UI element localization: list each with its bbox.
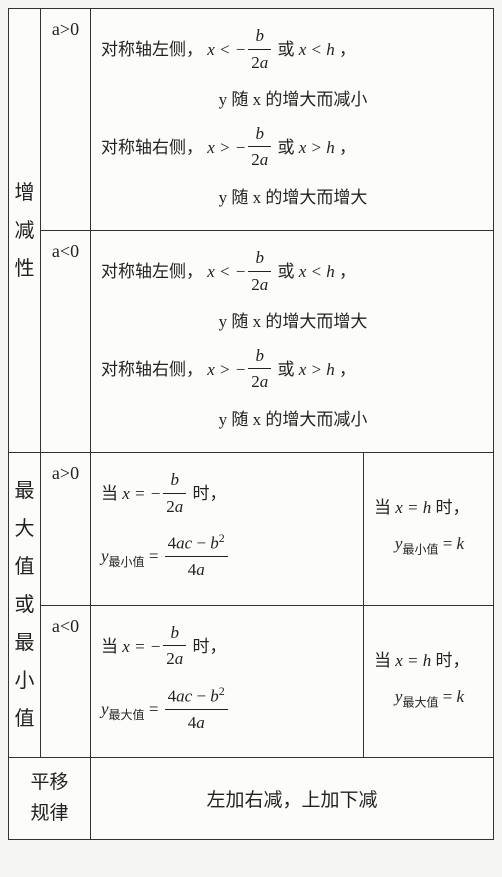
- line: 对称轴右侧， x > −b2a 或 x > h ，: [101, 345, 485, 397]
- fraction: b2a: [248, 245, 271, 297]
- cond-cell: a<0: [41, 605, 91, 758]
- content-cell-right: 当 x = h 时， y最大值 = k: [364, 605, 494, 758]
- or: 或: [278, 40, 295, 59]
- line: y最小值 = k: [374, 531, 485, 558]
- shift-label-line2: 规律: [30, 803, 68, 824]
- fraction: b2a: [163, 620, 186, 672]
- prefix: 对称轴左侧，: [101, 40, 203, 59]
- line: 当 x = h 时，: [374, 648, 485, 674]
- equals: =: [443, 534, 457, 553]
- line: 当 x = −b2a 时，: [101, 469, 355, 521]
- fraction: 4ac − b24a: [165, 529, 228, 583]
- line: y最大值 = 4ac − b24a: [101, 684, 355, 738]
- when: 当: [374, 651, 391, 670]
- row-label-extrema: 最大值或最小值: [9, 453, 41, 758]
- fraction: b2a: [163, 467, 186, 519]
- when: 当: [374, 498, 391, 517]
- line: 当 x = −b2a 时，: [101, 622, 355, 674]
- math-expr: y: [101, 699, 109, 718]
- math-expr: x > −: [207, 359, 246, 378]
- shift-text: 左加右减，上加下减: [206, 790, 377, 811]
- math-expr: x < h: [299, 40, 339, 59]
- math-expr: x < −: [207, 262, 246, 281]
- line: y 随 x 的增大而减小: [101, 87, 485, 113]
- when-suffix: 时，: [193, 637, 227, 656]
- cond-text: a>0: [52, 463, 79, 483]
- cond-text: a<0: [52, 241, 79, 261]
- equals: =: [443, 687, 457, 706]
- fraction: b2a: [248, 121, 271, 173]
- shift-label-line1: 平移: [30, 772, 68, 793]
- line: 对称轴右侧， x > −b2a 或 x > h ，: [101, 123, 485, 175]
- math-expr: k: [457, 687, 465, 706]
- subscript: 最小值: [402, 542, 438, 556]
- cond-cell: a<0: [41, 231, 91, 453]
- math-expr: y: [101, 547, 109, 566]
- line: y 随 x 的增大而减小: [101, 407, 485, 433]
- when-suffix: 时，: [193, 484, 227, 503]
- math-expr: x < h: [299, 262, 339, 281]
- or: 或: [278, 137, 295, 156]
- table: 增减性 a>0 对称轴左侧， x < −b2a 或 x < h ， y 随 x …: [8, 8, 494, 840]
- content-cell: 对称轴左侧， x < −b2a 或 x < h ， y 随 x 的增大而减小 对…: [91, 9, 494, 231]
- math-expr: x > h: [299, 359, 339, 378]
- math-expr: x = h: [395, 498, 435, 517]
- table-row: 平移 规律 左加右减，上加下减: [9, 758, 494, 840]
- equals: =: [149, 547, 163, 566]
- row-label-shift: 平移 规律: [9, 758, 91, 840]
- math-expr: x > −: [207, 137, 246, 156]
- content-cell: 对称轴左侧， x < −b2a 或 x < h ， y 随 x 的增大而增大 对…: [91, 231, 494, 453]
- subscript: 最大值: [109, 708, 145, 722]
- table-row: a<0 当 x = −b2a 时， y最大值 = 4ac − b24a 当 x …: [9, 605, 494, 758]
- cond-cell: a>0: [41, 9, 91, 231]
- cond-text: a>0: [52, 19, 79, 39]
- prefix: 对称轴右侧，: [101, 359, 203, 378]
- or: 或: [278, 262, 295, 281]
- line: y最小值 = 4ac − b24a: [101, 531, 355, 585]
- when: 当: [101, 484, 118, 503]
- line: y最大值 = k: [374, 684, 485, 711]
- subscript: 最大值: [402, 695, 438, 709]
- fraction: 4ac − b24a: [165, 682, 228, 736]
- subscript: 最小值: [109, 555, 145, 569]
- line: 当 x = h 时，: [374, 495, 485, 521]
- math-expr: x = −: [122, 484, 161, 503]
- line: 对称轴左侧， x < −b2a 或 x < h ，: [101, 247, 485, 299]
- content-cell-left: 当 x = −b2a 时， y最小值 = 4ac − b24a: [91, 453, 364, 606]
- math-expr: x > h: [299, 137, 339, 156]
- cond-text: a<0: [52, 616, 79, 636]
- math-expr: x = −: [122, 637, 161, 656]
- content-cell-right: 当 x = h 时， y最小值 = k: [364, 453, 494, 606]
- math-reference-table: 增减性 a>0 对称轴左侧， x < −b2a 或 x < h ， y 随 x …: [8, 8, 494, 840]
- prefix: 对称轴左侧，: [101, 262, 203, 281]
- table-row: a<0 对称轴左侧， x < −b2a 或 x < h ， y 随 x 的增大而…: [9, 231, 494, 453]
- fraction: b2a: [248, 23, 271, 75]
- table-row: 增减性 a>0 对称轴左侧， x < −b2a 或 x < h ， y 随 x …: [9, 9, 494, 231]
- math-expr: x < −: [207, 40, 246, 59]
- content-cell-left: 当 x = −b2a 时， y最大值 = 4ac − b24a: [91, 605, 364, 758]
- fraction: b2a: [248, 343, 271, 395]
- math-expr: x = h: [395, 651, 435, 670]
- table-row: 最大值或最小值 a>0 当 x = −b2a 时， y最小值 = 4ac − b…: [9, 453, 494, 606]
- cond-cell: a>0: [41, 453, 91, 606]
- or: 或: [278, 359, 295, 378]
- equals: =: [149, 699, 163, 718]
- line: y 随 x 的增大而增大: [101, 185, 485, 211]
- when: 当: [101, 637, 118, 656]
- shift-text-cell: 左加右减，上加下减: [91, 758, 494, 840]
- line: y 随 x 的增大而增大: [101, 309, 485, 335]
- row-label-monotonicity: 增减性: [9, 9, 41, 453]
- math-expr: k: [457, 534, 465, 553]
- prefix: 对称轴右侧，: [101, 137, 203, 156]
- line: 对称轴左侧， x < −b2a 或 x < h ，: [101, 25, 485, 77]
